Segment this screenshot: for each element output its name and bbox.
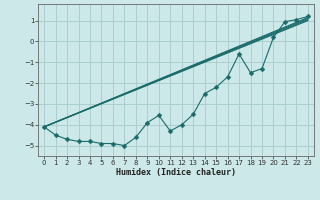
X-axis label: Humidex (Indice chaleur): Humidex (Indice chaleur) [116, 168, 236, 177]
